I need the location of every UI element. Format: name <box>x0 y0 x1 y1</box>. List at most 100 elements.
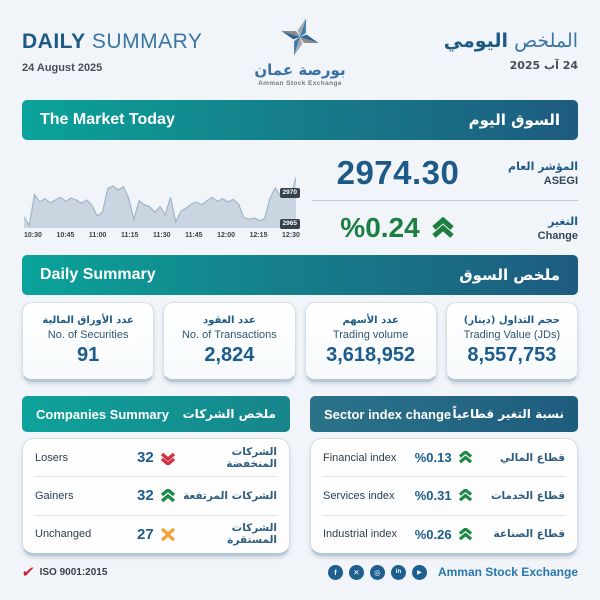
logo-name-english: Amman Stock Exchange <box>258 80 342 87</box>
x-tick-label: 11:00 <box>88 232 107 239</box>
stat-card-securities: عدد الأوراق المالية No. of Securities 91 <box>22 302 155 382</box>
change-value: %0.24 <box>340 212 420 243</box>
chart-x-ticks: 10:30 10:45 11:00 11:15 11:30 11:45 12:00 12:15… <box>24 232 300 239</box>
row-value: %0.13 <box>414 450 452 466</box>
date-en: 24 August 2025 <box>22 62 103 74</box>
x-tick-label: 11:45 <box>185 232 203 239</box>
companies-summary-header: Companies Summary ملخص الشركات <box>22 396 290 432</box>
index-row: 2974.30 المؤشر العام ASEGI <box>312 148 578 198</box>
x-tick-label: 12:15 <box>249 232 268 239</box>
date-ar: 24 آب 2025 <box>509 59 578 72</box>
companies-row-gainers: Gainers 32 الشركات المرتفعة <box>35 476 277 514</box>
sector-row-services: Services index %0.31 قطاع الخدمات <box>323 476 565 514</box>
y-tick-badge: 2970 <box>279 188 300 199</box>
row-value: %0.26 <box>414 526 452 542</box>
facebook-icon[interactable]: f <box>327 564 343 580</box>
page-header: DAILY SUMMARY 24 August 2025 بورصة عمان … <box>22 16 578 90</box>
index-value: 2974.30 <box>336 154 460 191</box>
sector-row-industrial: Industrial index %0.26 قطاع الصناعة <box>323 514 565 553</box>
row-label-ar: الشركات المنخفضة <box>226 445 277 470</box>
stat-label-ar: عدد الأوراق المالية <box>42 315 134 326</box>
title-ar-bold: اليومي <box>443 30 509 52</box>
youtube-icon[interactable]: ▶ <box>411 564 427 580</box>
stat-value: 91 <box>77 344 100 366</box>
x-twitter-icon[interactable]: ✕ <box>348 564 364 580</box>
market-today-bar: The Market Today السوق اليوم <box>22 100 578 140</box>
page-title-ar: الملخص اليومي <box>444 30 578 52</box>
row-value: 32 <box>136 449 154 467</box>
double-chevron-up-icon <box>160 488 176 503</box>
iso-label: ISO 9001:2015 <box>39 566 108 578</box>
stat-card-trading-value: حجم التداول (دينار) Trading Value (JDs) … <box>445 302 578 382</box>
instagram-icon[interactable]: ◎ <box>369 564 385 580</box>
social-icons: f ✕ ◎ in ▶ <box>327 564 427 580</box>
x-tick-label: 10:45 <box>56 232 75 239</box>
row-label-ar: الشركات المرتفعة <box>183 489 277 502</box>
double-chevron-up-icon <box>432 217 454 238</box>
header-right: الملخص اليومي 24 آب 2025 <box>444 16 578 90</box>
page-title-en: DAILY SUMMARY <box>22 30 202 54</box>
double-chevron-up-icon <box>458 527 473 541</box>
index-summary: 2974.30 المؤشر العام ASEGI %0.24 التغير … <box>312 148 578 252</box>
change-label-en: Change <box>537 229 578 242</box>
sector-header-ar: نسبة التغير قطاعياً <box>452 407 564 421</box>
linkedin-icon[interactable]: in <box>390 564 406 580</box>
unchanged-chevrons-icon <box>160 527 176 542</box>
title-en-rest: SUMMARY <box>91 30 203 53</box>
sector-header-en: Sector index change <box>324 406 452 422</box>
double-chevron-up-icon <box>458 489 473 502</box>
stat-label-ar: عدد العقود <box>203 315 256 326</box>
row-label-en: Services index <box>323 489 395 502</box>
market-today-title-en: The Market Today <box>40 111 175 128</box>
sector-index-panel: Financial index %0.13 قطاع المالي Servic… <box>310 438 578 556</box>
double-chevron-down-icon <box>160 451 176 465</box>
row-label-en: Gainers <box>35 489 74 502</box>
change-labels: التغير Change <box>484 215 578 242</box>
x-tick-label: 10:30 <box>24 232 42 239</box>
stat-value: 2,824 <box>204 344 255 366</box>
stat-label-ar: عدد الأسهم <box>342 315 399 326</box>
stat-label-en: Trading Value (JDs) <box>463 329 561 341</box>
index-label-ar: المؤشر العام <box>508 159 578 173</box>
stat-value: 3,618,952 <box>326 344 416 366</box>
footer-right: f ✕ ◎ in ▶ Amman Stock Exchange <box>327 564 578 580</box>
daily-summary-title-en: Daily Summary <box>40 266 156 283</box>
companies-summary-panel: Losers 32 الشركات المنخفضة Gainers 32 ال… <box>22 438 290 556</box>
logo-name-arabic: بورصة عمان <box>254 61 346 79</box>
change-row: %0.24 التغير Change <box>312 203 578 253</box>
companies-header-en: Companies Summary <box>36 406 169 422</box>
page-footer: ✔ ISO 9001:2015 f ✕ ◎ in ▶ Amman Stock Excha… <box>20 563 578 581</box>
stat-label-en: No. of Securities <box>47 329 129 341</box>
iso-certification: ✔ ISO 9001:2015 <box>20 563 108 581</box>
chart-plot-area: 2970 2965 <box>24 150 300 229</box>
ase-star-icon <box>281 18 319 56</box>
y-tick-badge: 2965 <box>279 219 300 229</box>
sector-index-header: Sector index change نسبة التغير قطاعياً <box>310 396 578 432</box>
x-tick-label: 12:30 <box>282 232 300 239</box>
stat-label-en: Trading volume <box>332 329 409 341</box>
stat-label-ar: حجم التداول (دينار) <box>463 315 560 326</box>
x-tick-label: 12:00 <box>217 232 236 239</box>
market-today-title-ar: السوق اليوم <box>468 111 560 129</box>
stat-cards: عدد الأوراق المالية No. of Securities 91… <box>22 302 578 382</box>
double-chevron-up-icon <box>458 451 473 464</box>
header-left: DAILY SUMMARY 24 August 2025 <box>22 16 202 90</box>
row-label-ar: الشركات المستقرة <box>227 522 277 547</box>
check-icon: ✔ <box>20 564 36 581</box>
daily-summary-title-ar: ملخص السوق <box>459 266 560 284</box>
companies-header-ar: ملخص الشركات <box>182 407 276 421</box>
stat-card-volume: عدد الأسهم Trading volume 3,618,952 <box>304 302 437 382</box>
change-label-ar: التغير <box>548 214 578 228</box>
ase-logo: بورصة عمان Amman Stock Exchange <box>225 16 375 87</box>
row-label-ar: قطاع الصناعة <box>493 528 565 541</box>
row-label-ar: قطاع المالي <box>500 451 565 464</box>
index-label-en: ASEGI <box>543 174 578 187</box>
stat-label-en: No. of Transactions <box>181 329 277 341</box>
divider <box>312 200 578 201</box>
x-tick-label: 11:15 <box>120 232 139 239</box>
brand-name: Amman Stock Exchange <box>437 565 578 579</box>
x-tick-label: 11:30 <box>153 232 171 239</box>
index-labels: المؤشر العام ASEGI <box>484 160 578 187</box>
row-value: 27 <box>136 525 154 543</box>
row-label-en: Unchanged <box>35 528 92 541</box>
